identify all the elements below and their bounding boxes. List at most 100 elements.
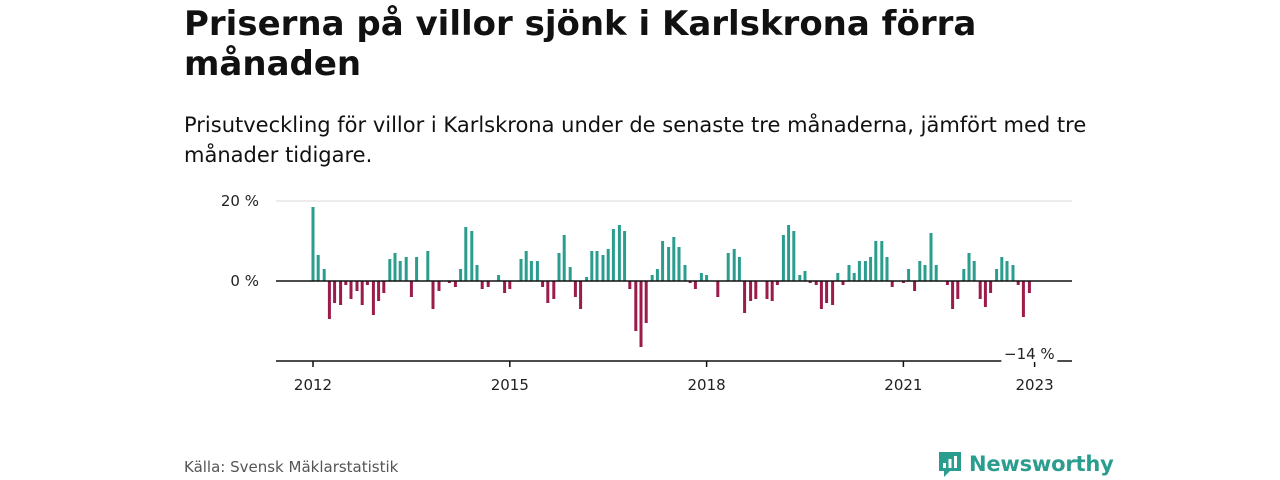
bar-positive [535,261,539,281]
bar-positive [923,265,927,281]
bar-positive [672,237,676,281]
bar-negative [382,281,386,293]
bar-negative [956,281,960,299]
bar-positive [918,261,922,281]
bar-positive [880,241,884,281]
bar-negative [349,281,353,299]
bar-positive [661,241,665,281]
y-tick-label: 0 % [230,272,259,290]
bar-positive [726,253,730,281]
bar-negative [503,281,507,293]
bar-positive [863,261,867,281]
bar-positive [398,261,402,281]
bar-positive [590,251,594,281]
bar-positive [611,229,615,281]
bar-negative [913,281,917,291]
y-tick-label: 20 % [221,192,259,210]
bar-negative [831,281,835,305]
bar-positive [650,275,654,281]
x-tick-label: 2021 [884,376,922,394]
bar-negative [716,281,720,297]
bar-negative [634,281,638,331]
bar-negative [754,281,758,299]
bar-negative [808,281,812,283]
bar-positive [667,247,671,281]
bar-negative [945,281,949,285]
bar-negative [743,281,747,313]
bar-positive [781,235,785,281]
x-tick-label: 2018 [688,376,726,394]
bar-positive [595,251,599,281]
bar-negative [333,281,337,303]
bar-negative [749,281,753,301]
bar-positive [907,269,911,281]
bar-positive [557,253,561,281]
bar-positive [316,255,320,281]
bar-negative [486,281,490,287]
newsworthy-logo-icon [939,452,961,477]
bar-negative [983,281,987,307]
x-tick-label: 2023 [1016,376,1054,394]
bar-positive [737,257,741,281]
bar-positive [601,255,605,281]
bar-negative [639,281,643,347]
bar-positive [415,257,419,281]
x-tick-label: 2012 [294,376,332,394]
bar-positive [519,259,523,281]
bar-negative [360,281,364,305]
bar-negative [480,281,484,289]
bar-negative [573,281,577,297]
bar-positive [562,235,566,281]
bar-negative [688,281,692,283]
bar-positive [962,269,966,281]
bar-positive [606,249,610,281]
bar-positive [683,265,687,281]
bar-negative [1021,281,1025,317]
axis-layer: 20 % 0 % 2012 2015 2018 2021 2023 −14 % [221,192,1072,394]
bar-positive [404,257,408,281]
bar-positive [874,241,878,281]
bar-positive [852,273,856,281]
bar-positive [1005,261,1009,281]
bar-negative [546,281,550,303]
annotation-label: −14 % [1004,345,1055,363]
annotation-bg [1001,346,1058,362]
bar-positive [393,253,397,281]
bar-positive [705,275,709,281]
bar-positive [459,269,463,281]
bar-positive [869,257,873,281]
bar-positive [787,225,791,281]
bar-positive [623,231,627,281]
bar-negative [453,281,457,287]
bar-negative [951,281,955,309]
bar-negative [890,281,894,287]
bar-negative [327,281,331,319]
bar-negative [644,281,648,323]
bar-negative [355,281,359,291]
bar-negative [339,281,343,305]
bar-negative [901,281,905,283]
bar-negative [371,281,375,315]
bar-positive [798,275,802,281]
bar-positive [803,271,807,281]
bar-negative [628,281,632,289]
bar-positive [388,259,392,281]
bar-positive [967,253,971,281]
bar-positive [475,265,479,281]
bar-negative [693,281,697,289]
bar-positive [497,275,501,281]
brand-logo[interactable]: Newsworthy [937,449,1114,479]
bar-negative [770,281,774,301]
bar-negative [775,281,779,285]
bar-positive [655,269,659,281]
bar-positive [792,231,796,281]
bar-positive [847,265,851,281]
x-tick-label: 2015 [491,376,529,394]
bar-positive [470,231,474,281]
source-note: Källa: Svensk Mäklarstatistik [184,458,399,476]
chart-title: Priserna på villor sjönk i Karlskrona fö… [184,4,977,84]
bar-positive [311,207,315,281]
bar-positive [617,225,621,281]
chart-subtitle: Prisutveckling för villor i Karlskrona u… [184,113,1087,167]
bar-positive [995,269,999,281]
